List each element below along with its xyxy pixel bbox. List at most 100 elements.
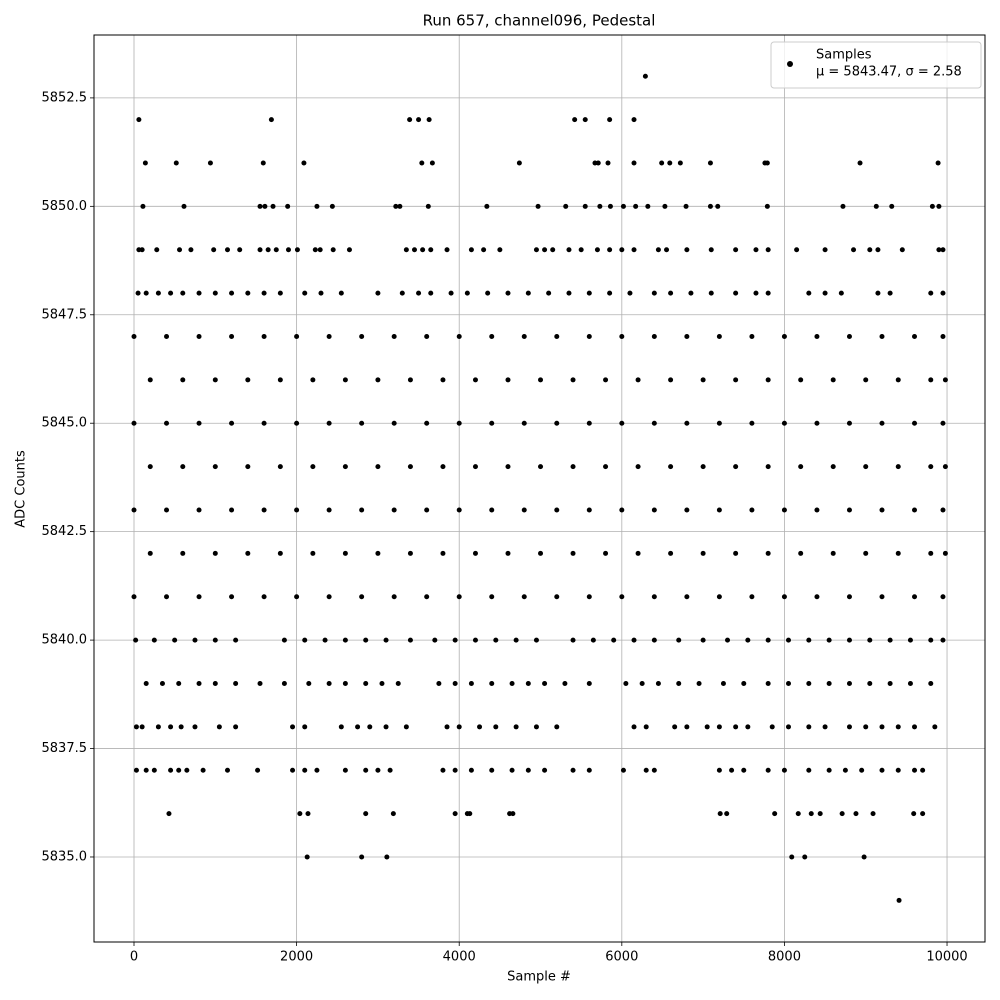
point [168,724,174,730]
point [631,117,637,123]
point [318,290,324,296]
point [196,333,202,339]
point [452,767,458,773]
point [489,333,495,339]
y-tick-label: 5840.0 [42,633,88,648]
point [359,854,365,860]
point [168,290,174,296]
point [708,290,714,296]
points [131,73,948,903]
point [262,203,268,209]
point [586,420,592,426]
point [879,507,885,513]
point [233,680,239,686]
point [940,247,946,253]
point [863,464,869,470]
point [572,117,578,123]
point [338,724,344,730]
point [178,724,184,730]
point [817,811,823,817]
point [456,420,462,426]
point [416,290,422,296]
point [846,724,852,730]
point [928,464,934,470]
point [594,247,600,253]
point [620,203,626,209]
point [468,247,474,253]
point [177,247,183,253]
point [662,203,668,209]
point [635,377,641,383]
point [384,854,390,860]
point [168,767,174,773]
point [489,594,495,600]
point [668,550,674,556]
point [554,420,560,426]
point [464,290,470,296]
point [489,767,495,773]
point [290,724,296,730]
point [753,290,759,296]
point [716,594,722,600]
y-tick-label: 5835.0 [42,849,88,864]
point [554,507,560,513]
point [631,637,637,643]
point [493,637,499,643]
point [911,811,917,817]
point [245,550,251,556]
point [456,333,462,339]
point [261,420,267,426]
legend-stats: μ = 5843.47, σ = 2.58 [816,65,962,80]
point [595,160,601,166]
point [393,203,399,209]
point [467,811,473,817]
point [664,247,670,253]
point [375,767,381,773]
point [635,464,641,470]
point [607,203,613,209]
point [436,680,442,686]
point [416,117,422,123]
point [468,680,474,686]
point [426,117,432,123]
point [164,594,170,600]
point [237,247,243,253]
point [444,247,450,253]
point [135,290,141,296]
point [643,767,649,773]
point [857,160,863,166]
point [912,333,918,339]
point [164,333,170,339]
point [749,594,755,600]
point [294,507,300,513]
point [935,160,941,166]
point [765,290,771,296]
point [164,507,170,513]
point [733,724,739,730]
point [733,247,739,253]
point [566,290,572,296]
point [724,811,730,817]
point [867,247,873,253]
point [477,724,483,730]
point [489,420,495,426]
point [920,811,926,817]
point [440,464,446,470]
y-axis-label: ADC Counts [14,450,29,528]
point [808,811,814,817]
point [597,203,603,209]
point [631,160,637,166]
point [257,203,263,209]
point [741,767,747,773]
point [255,767,261,773]
point [912,767,918,773]
point [391,507,397,513]
point [814,333,820,339]
point [428,247,434,253]
point [772,811,778,817]
point [578,247,584,253]
point [472,377,478,383]
point [314,767,320,773]
point [764,160,770,166]
point [830,550,836,556]
